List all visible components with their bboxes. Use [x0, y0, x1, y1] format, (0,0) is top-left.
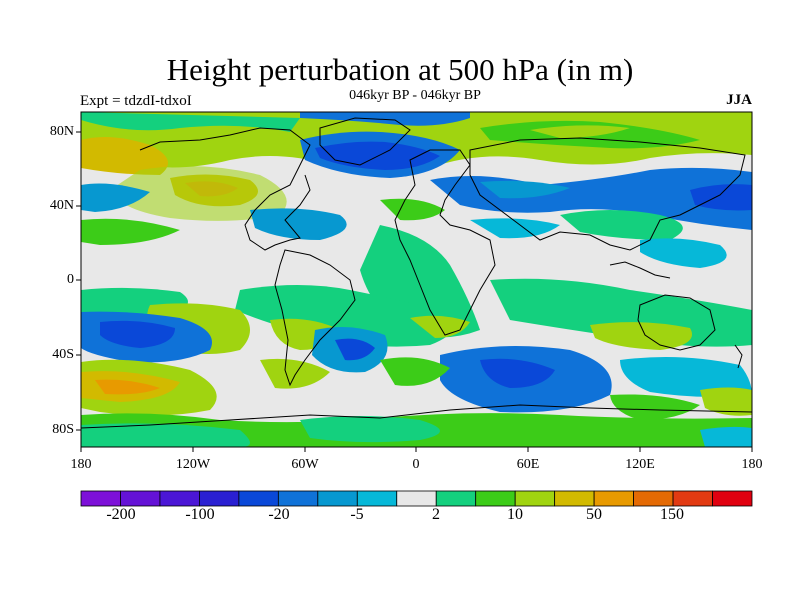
- contour-region: [470, 218, 560, 239]
- europe-africa-outline: [394, 149, 496, 336]
- lon-label: 120W: [175, 457, 211, 472]
- contour-region: [380, 198, 445, 221]
- colorbar-swatch: [672, 490, 713, 507]
- colorbar-label: 50: [586, 506, 602, 523]
- north-america-outline: [139, 127, 311, 251]
- lon-label: 180: [70, 457, 92, 472]
- contour-region: [590, 322, 692, 350]
- contour-region: [300, 416, 440, 443]
- asia-outline: [469, 137, 746, 251]
- lat-label: 80S: [52, 422, 74, 437]
- contour-region: [380, 357, 450, 386]
- contour-region: [335, 338, 375, 361]
- contour-region: [235, 285, 453, 347]
- contour-region: [690, 184, 752, 211]
- lat-label: 40N: [49, 198, 74, 213]
- lon-label: 0: [412, 457, 420, 472]
- colorbar-label: -5: [350, 506, 364, 523]
- colorbar-swatch: [712, 490, 753, 507]
- colorbar-swatch: [514, 490, 556, 507]
- colorbar-swatch: [475, 490, 516, 507]
- colorbar-swatch: [80, 490, 121, 507]
- lon-label: 60E: [516, 457, 540, 472]
- contour-region: [610, 394, 700, 420]
- contour-region: [81, 218, 180, 245]
- colorbar-swatch: [238, 490, 279, 507]
- contour-fill-layer: [81, 112, 752, 447]
- colorbar-swatch: [554, 490, 595, 507]
- lat-label: 0: [67, 272, 74, 287]
- contour-region: [480, 180, 570, 199]
- contour-region: [260, 358, 330, 389]
- colorbar-label: -100: [185, 506, 215, 523]
- coastlines: [81, 117, 752, 429]
- contour-region: [100, 320, 175, 348]
- colorbar-swatch: [396, 490, 437, 507]
- indonesia-outline: [609, 261, 671, 279]
- experiment-label: Expt = tdzdI-tdxoI: [80, 93, 192, 109]
- colorbar-swatch: [593, 490, 634, 507]
- colorbar-label: -200: [106, 506, 136, 523]
- colorbar-swatch: [277, 490, 319, 507]
- colorbar-label: 2: [432, 506, 440, 523]
- contour-region: [81, 423, 250, 447]
- colorbar-swatch: [317, 490, 358, 507]
- contour-region: [700, 387, 752, 416]
- contour-region: [81, 183, 150, 212]
- lat-label: 40S: [52, 347, 74, 362]
- lon-label: 120E: [625, 457, 655, 472]
- contour-region: [110, 166, 287, 221]
- contour-region: [480, 358, 555, 388]
- contour-region: [640, 238, 727, 268]
- colorbar-label: -20: [268, 506, 290, 523]
- colorbar-swatch: [356, 490, 398, 507]
- contour-region: [81, 112, 300, 132]
- australia-outline: [637, 294, 716, 351]
- colorbar-swatch: [633, 490, 674, 507]
- season-label: JJA: [726, 92, 752, 108]
- lat-label: 80N: [49, 124, 74, 139]
- colorbar-label: 10: [507, 506, 523, 523]
- lon-label: 60W: [291, 457, 319, 472]
- colorbar-swatch: [435, 490, 477, 507]
- plot-subtitle: 046kyr BP - 046kyr BP: [349, 88, 481, 103]
- new-zealand-outline: [734, 344, 743, 369]
- contour-region: [700, 426, 752, 447]
- colorbar-swatch: [159, 490, 200, 507]
- lon-label: 180: [741, 457, 763, 472]
- colorbar-swatch: [199, 490, 240, 507]
- contour-region: [95, 379, 160, 395]
- contour-region: [81, 136, 168, 175]
- contour-region: [530, 125, 630, 138]
- contour-region: [300, 112, 470, 126]
- plot-title: Height perturbation at 500 hPa (in m): [166, 52, 634, 87]
- greenland-outline: [319, 117, 411, 166]
- axis-ticks: [76, 131, 753, 452]
- contour-region: [620, 356, 752, 397]
- south-america-outline: [274, 249, 356, 387]
- contour-region: [250, 208, 347, 240]
- colorbar-swatch: [120, 490, 161, 507]
- colorbar-label: 150: [660, 506, 684, 523]
- colorbar: [80, 490, 753, 507]
- antarctica-outline: [81, 404, 752, 429]
- contour-region: [560, 210, 683, 240]
